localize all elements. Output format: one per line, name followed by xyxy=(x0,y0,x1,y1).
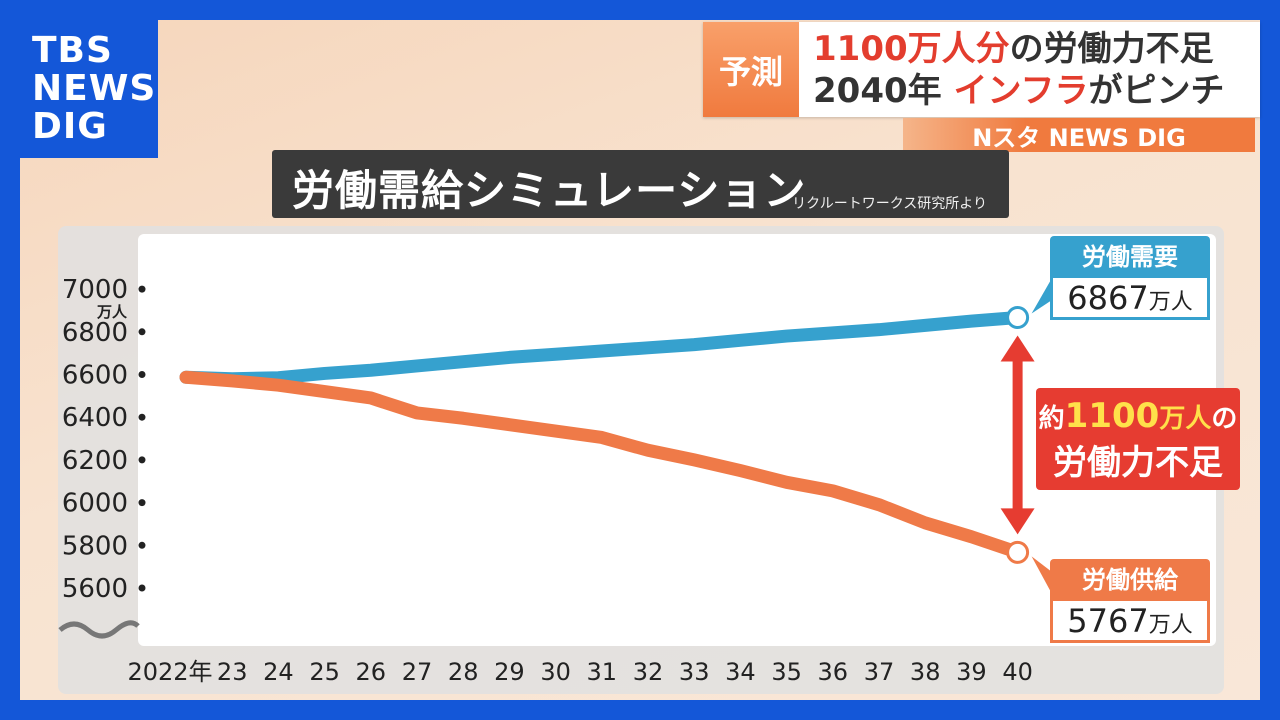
x-tick-label: 27 xyxy=(402,658,433,686)
y-tick-label: 6600 xyxy=(62,361,128,391)
series-end-marker-0 xyxy=(1006,305,1030,329)
y-tick-label: 6200 xyxy=(62,446,128,476)
supply-unit: 万人 xyxy=(1148,613,1193,638)
shortage-unit: 万人 xyxy=(1159,404,1212,434)
x-tick-label: 30 xyxy=(540,658,571,686)
chart-source: リクルートワークス研究所より xyxy=(792,196,987,212)
series-end-marker-1 xyxy=(1006,540,1030,564)
y-tick-label: 5600 xyxy=(62,574,128,604)
headline-highlight-1: 1100万人分 xyxy=(813,29,1010,69)
y-tick-label: 7000 xyxy=(62,275,128,305)
y-tick-dot xyxy=(138,584,146,592)
gap-arrow-shaft xyxy=(1012,355,1023,515)
shortage-value: 1100 xyxy=(1064,396,1160,436)
x-tick-label: 25 xyxy=(309,658,340,686)
tbs-news-dig-logo: TBS NEWS DIG xyxy=(20,20,158,158)
headline-line-2: 2040年 インフラがピンチ xyxy=(813,70,1260,112)
x-tick-label: 24 xyxy=(263,658,294,686)
headline-text: 1100万人分の労働力不足 2040年 インフラがピンチ xyxy=(799,22,1260,117)
series-line-1 xyxy=(179,370,1025,559)
chart-title-box: 労働需給シミュレーション リクルートワークス研究所より xyxy=(272,150,1009,218)
logo-line-3: DIG xyxy=(32,106,108,147)
headline-line1-rest: の労働力不足 xyxy=(1009,29,1214,69)
x-tick-label: 2022年 xyxy=(127,658,212,686)
headline-line2-rest: がピンチ xyxy=(1088,71,1225,111)
logo-line-1: TBS xyxy=(32,30,113,71)
x-tick-label: 35 xyxy=(771,658,802,686)
demand-label: 労働需要 xyxy=(1050,236,1210,278)
program-name: Nスタ NEWS DIG xyxy=(903,118,1255,152)
headline-year: 2040年 xyxy=(813,71,954,111)
x-tick-label: 38 xyxy=(910,658,941,686)
y-tick-dot xyxy=(138,413,146,421)
demand-callout: 労働需要 6867万人 xyxy=(1050,236,1210,320)
shortage-callout: 約1100万人の 労働力不足 xyxy=(1036,388,1240,490)
x-tick-label: 26 xyxy=(356,658,387,686)
shortage-line-1: 約1100万人の xyxy=(1036,394,1240,441)
demand-value-box: 6867万人 xyxy=(1050,278,1210,320)
x-tick-label: 34 xyxy=(725,658,756,686)
headline-highlight-2: インフラ xyxy=(953,71,1089,111)
x-tick-label: 39 xyxy=(956,658,987,686)
supply-value: 5767 xyxy=(1067,602,1149,640)
shortage-suffix: の xyxy=(1211,404,1238,434)
headline-banner: 予測 1100万人分の労働力不足 2040年 インフラがピンチ xyxy=(703,22,1260,117)
x-tick-label: 33 xyxy=(679,658,710,686)
y-unit-label: 万人 xyxy=(96,303,128,321)
forecast-tag: 予測 xyxy=(703,22,799,117)
gap-arrow-head-down xyxy=(1000,508,1035,535)
axis-break-mark xyxy=(58,620,140,639)
x-tick-label: 32 xyxy=(633,658,664,686)
y-tick-dot xyxy=(138,499,146,507)
y-tick-label: 5800 xyxy=(62,531,128,561)
supply-pointer xyxy=(1031,556,1052,594)
headline-line-1: 1100万人分の労働力不足 xyxy=(813,28,1260,70)
x-tick-label: 23 xyxy=(217,658,248,686)
y-tick-label: 6000 xyxy=(62,489,128,519)
y-tick-dot xyxy=(138,456,146,464)
x-tick-label: 31 xyxy=(587,658,618,686)
demand-unit: 万人 xyxy=(1148,290,1193,315)
gap-arrow-head-up xyxy=(1000,335,1035,362)
x-tick-label: 29 xyxy=(494,658,525,686)
shortage-prefix: 約 xyxy=(1038,404,1065,434)
x-tick-label: 40 xyxy=(1002,658,1033,686)
logo-line-2: NEWS xyxy=(32,68,157,109)
supply-label: 労働供給 xyxy=(1050,559,1210,601)
x-tick-label: 36 xyxy=(818,658,849,686)
x-tick-label: 28 xyxy=(448,658,479,686)
x-tick-label: 37 xyxy=(864,658,895,686)
y-tick-label: 6400 xyxy=(62,403,128,433)
y-tick-dot xyxy=(138,328,146,336)
y-tick-dot xyxy=(138,371,146,378)
series-line-0 xyxy=(179,310,1025,386)
y-tick-label: 6800 xyxy=(62,318,128,348)
supply-value-box: 5767万人 xyxy=(1050,601,1210,643)
chart-title: 労働需給シミュレーション xyxy=(292,166,807,215)
demand-pointer xyxy=(1031,278,1052,314)
supply-callout: 労働供給 5767万人 xyxy=(1050,559,1210,643)
y-tick-dot xyxy=(138,285,146,293)
demand-value: 6867 xyxy=(1067,279,1149,317)
shortage-line-2: 労働力不足 xyxy=(1053,443,1223,483)
y-tick-dot xyxy=(138,541,146,549)
